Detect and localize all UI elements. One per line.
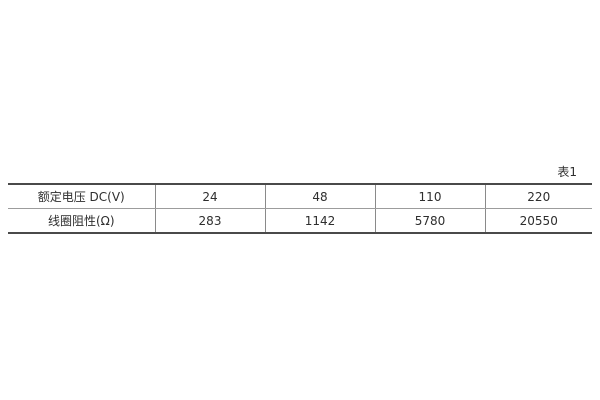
row-label-rated-voltage: 额定电压 DC(V) (8, 184, 155, 209)
cell-voltage-2: 48 (264, 184, 375, 209)
spec-table: 额定电压 DC(V) 24 48 110 220 线圈阻性(Ω) 283 114… (8, 183, 592, 234)
cell-resistance-1: 283 (154, 208, 265, 233)
row-label-coil-resistance: 线圈阻性(Ω) (47, 214, 115, 228)
table-caption: 表1 (557, 165, 577, 179)
table-row-coil-resistance: 线圈阻性(Ω) 283 1142 5780 20550 (8, 208, 592, 233)
cell-resistance-2: 1142 (264, 208, 375, 233)
cell-voltage-1: 24 (154, 184, 265, 209)
table-row-rated-voltage: 额定电压 DC(V) 24 48 110 220 (8, 184, 592, 209)
cell-resistance-3: 5780 (374, 208, 485, 233)
spec-table-block: 表1 额定电压 DC(V) 24 48 110 220 线圈阻性(Ω) (8, 164, 592, 234)
cell-voltage-4: 220 (484, 184, 592, 209)
cell-voltage-3: 110 (374, 184, 485, 209)
cell-resistance-4: 20550 (484, 208, 592, 233)
